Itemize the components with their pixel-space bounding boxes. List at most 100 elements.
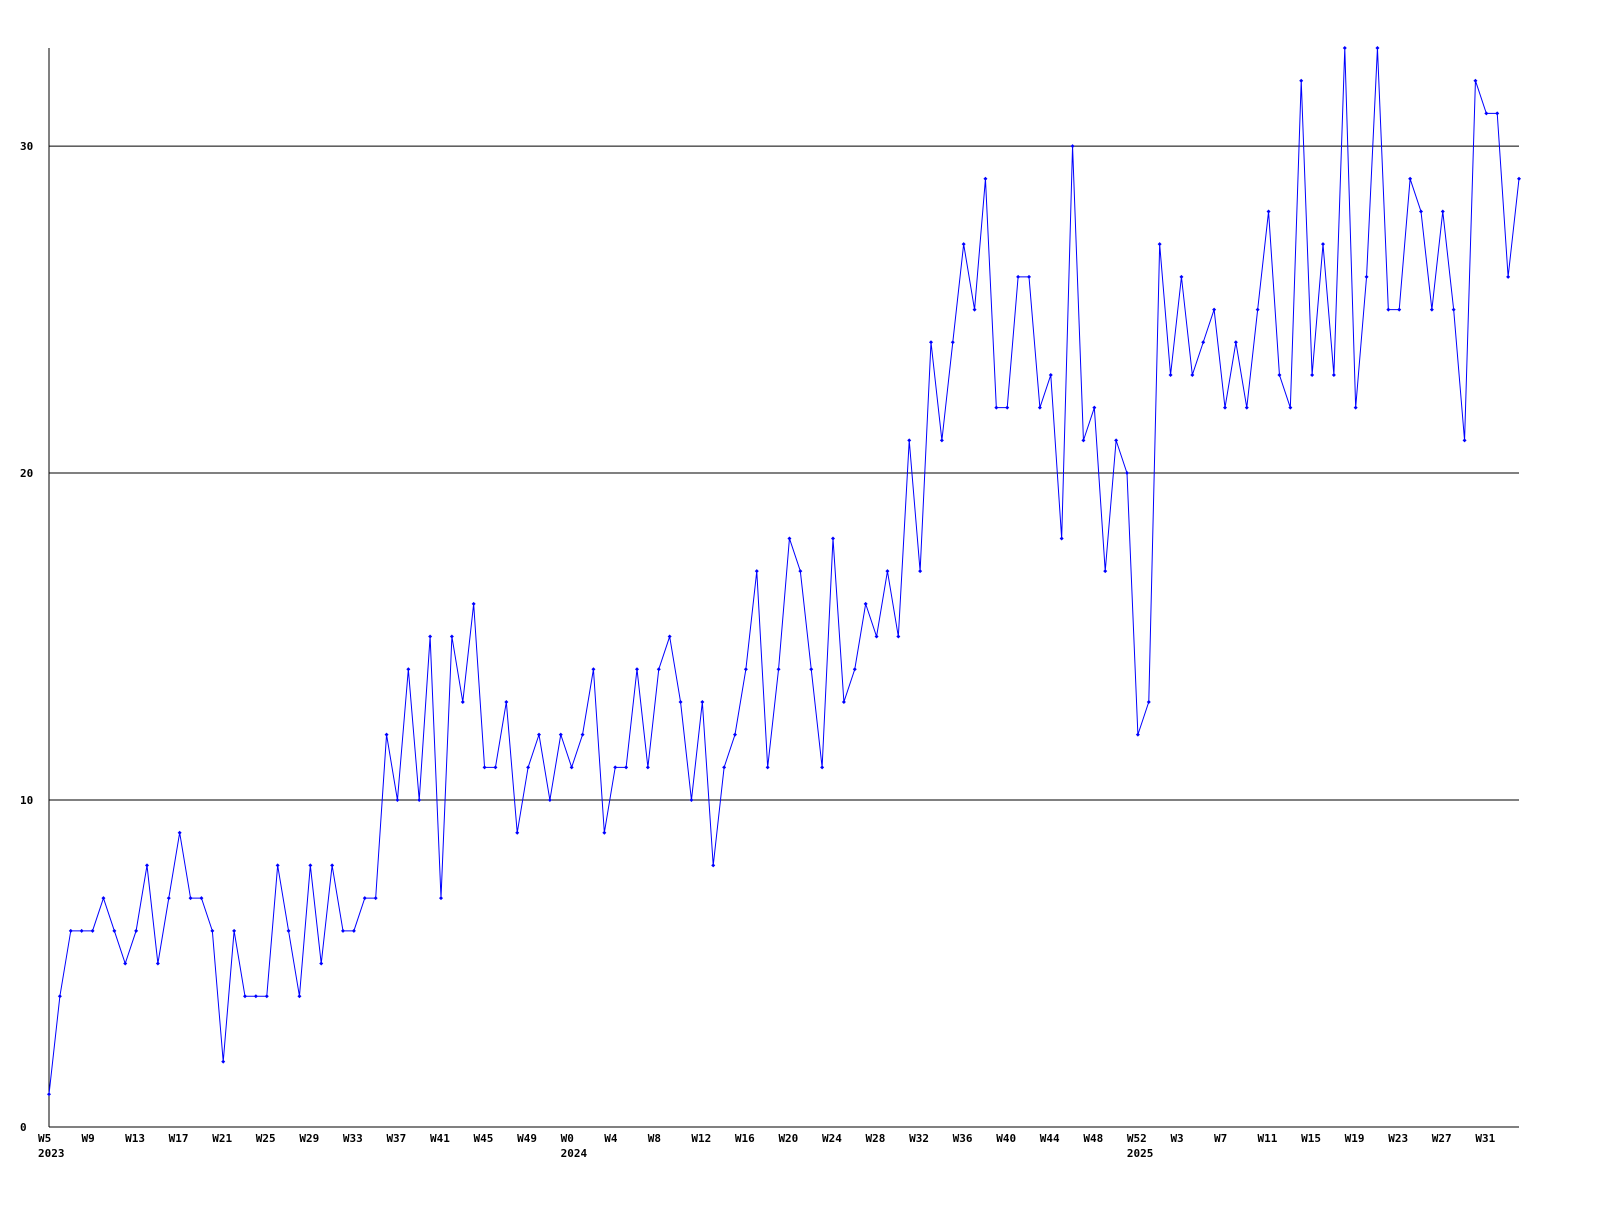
point-marker (754, 569, 759, 574)
x-tick-label: W20 (778, 1132, 798, 1145)
point-marker (1473, 78, 1478, 83)
point-marker (700, 699, 705, 704)
x-tick-label: W32 (909, 1132, 929, 1145)
point-marker (1125, 471, 1129, 476)
point-marker (449, 634, 454, 639)
point-marker (874, 634, 879, 639)
point-marker (602, 830, 607, 835)
point-marker (493, 765, 498, 770)
point-marker (526, 765, 531, 770)
point-marker (678, 699, 683, 704)
x-tick-label: W11 (1258, 1132, 1278, 1145)
point-marker (373, 896, 378, 901)
point-marker (1429, 307, 1434, 312)
point-marker (972, 307, 977, 312)
point-marker (384, 732, 389, 737)
point-marker (1103, 569, 1108, 574)
point-marker (1135, 732, 1140, 737)
point-marker (134, 928, 139, 933)
x-tick-label: W24 (822, 1132, 842, 1145)
x-tick-label: W15 (1301, 1132, 1321, 1145)
point-marker (1244, 405, 1249, 410)
point-marker (1462, 438, 1467, 443)
x-tick-label: W52 (1127, 1132, 1147, 1145)
point-marker (482, 765, 487, 770)
point-marker (1233, 340, 1238, 345)
point-marker (1255, 307, 1260, 312)
point-marker (1517, 176, 1521, 181)
x-tick-label: W33 (343, 1132, 363, 1145)
point-marker (667, 634, 672, 639)
point-marker (1408, 176, 1413, 181)
x-tick-label: W44 (1040, 1132, 1060, 1145)
x-tick-label: W12 (691, 1132, 711, 1145)
x-tick-label: W19 (1345, 1132, 1365, 1145)
point-marker (515, 830, 520, 835)
point-marker (809, 667, 814, 672)
point-marker (264, 994, 269, 999)
point-marker (232, 928, 237, 933)
x-tick-label: W48 (1083, 1132, 1103, 1145)
point-marker (1506, 274, 1511, 279)
point-marker (722, 765, 727, 770)
point-marker (1386, 307, 1391, 312)
point-marker (253, 994, 258, 999)
point-marker (1321, 242, 1325, 247)
point-marker (341, 928, 345, 933)
point-marker (123, 961, 128, 966)
point-marker (1288, 405, 1293, 410)
point-marker (166, 896, 171, 901)
point-marker (765, 765, 770, 770)
point-marker (1157, 242, 1162, 247)
point-marker (733, 732, 737, 737)
point-marker (656, 667, 661, 672)
point-marker (885, 569, 890, 574)
point-marker (852, 667, 857, 672)
point-marker (79, 928, 84, 933)
point-marker (1070, 144, 1075, 149)
point-marker (275, 863, 280, 868)
x-year-label: 2023 (38, 1147, 65, 1160)
point-marker (1146, 699, 1151, 704)
y-tick-label: 0 (20, 1121, 27, 1134)
x-tick-label: W21 (212, 1132, 232, 1145)
point-marker (68, 928, 73, 933)
point-marker (1440, 209, 1445, 214)
point-marker (1212, 307, 1217, 312)
point-marker (711, 863, 716, 868)
point-marker (1299, 78, 1304, 83)
point-marker (243, 994, 247, 999)
x-tick-label: W0 (561, 1132, 574, 1145)
point-marker (1331, 372, 1336, 377)
x-tick-label: W49 (517, 1132, 537, 1145)
point-marker (1310, 372, 1315, 377)
x-tick-label: W37 (386, 1132, 406, 1145)
point-marker (994, 405, 999, 410)
point-marker (1059, 536, 1064, 541)
point-marker (177, 830, 182, 835)
x-tick-label: W5 (38, 1132, 51, 1145)
point-marker (1375, 46, 1380, 50)
point-marker (460, 699, 465, 704)
point-marker (907, 438, 912, 443)
point-marker (939, 438, 944, 443)
x-tick-label: W17 (169, 1132, 189, 1145)
point-marker (428, 634, 433, 639)
x-tick-label: W9 (82, 1132, 95, 1145)
point-marker (471, 601, 476, 606)
point-marker (591, 667, 596, 672)
point-marker (1092, 405, 1097, 410)
point-marker (155, 961, 160, 966)
y-tick-label: 10 (20, 794, 33, 807)
point-marker (929, 340, 933, 345)
point-marker (569, 765, 574, 770)
point-marker (417, 798, 422, 803)
point-marker (537, 732, 541, 737)
x-year-label: 2024 (561, 1147, 588, 1160)
point-marker (112, 928, 117, 933)
x-tick-label: W28 (866, 1132, 886, 1145)
point-marker (918, 569, 923, 574)
point-marker (308, 863, 313, 868)
